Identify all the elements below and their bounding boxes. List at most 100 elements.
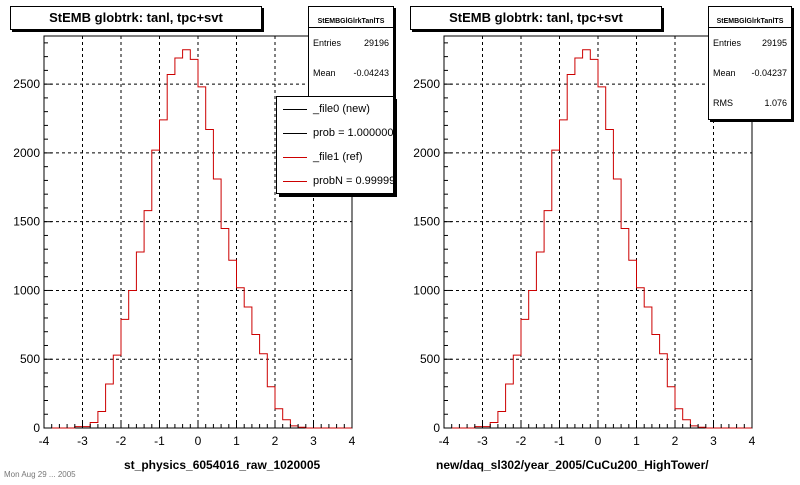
right-bin-bar: [498, 411, 506, 428]
legend-label-file0: _file0 (new): [313, 103, 370, 115]
left-x-tick-label: 3: [310, 434, 317, 448]
left-y-tick-label: 0: [33, 421, 40, 435]
left-bin-bar: [221, 229, 229, 428]
legend-entry-file1: _file1 (ref): [277, 145, 393, 169]
legend-entry-probn: probN = 0.999999: [277, 169, 393, 193]
right-x-tick-label: 3: [710, 434, 717, 448]
right-y-tick-label: 1000: [413, 283, 440, 297]
right-bin-bar: [590, 59, 598, 428]
right-bin-bar: [621, 229, 629, 428]
right-bin-bar: [529, 290, 537, 428]
left-y-tick-label: 1500: [13, 215, 40, 229]
right-x-tick-label: -4: [439, 434, 450, 448]
left-bin-bar: [267, 387, 275, 428]
right-bin-bar: [629, 260, 637, 428]
left-bin-bar: [106, 384, 114, 428]
right-bin-bar: [598, 87, 606, 428]
right-y-tick-label: 2000: [413, 146, 440, 160]
left-x-axis-title: st_physics_6054016_raw_1020005: [124, 458, 321, 472]
right-stats-entries-label: Entries: [713, 38, 742, 48]
left-bin-bar: [113, 355, 121, 428]
left-bin-bar: [183, 50, 191, 428]
left-bin-bar: [129, 290, 137, 428]
left-bin-bar: [160, 120, 168, 428]
right-x-tick-label: 4: [749, 434, 756, 448]
right-x-tick-label: -2: [516, 434, 527, 448]
left-x-tick-label: 2: [272, 434, 279, 448]
right-stats-rms-row: RMS 1.076: [709, 88, 791, 118]
left-bin-bar: [152, 150, 160, 428]
left-y-tick-label: 2000: [13, 146, 40, 160]
right-bin-bar: [644, 307, 652, 428]
left-bin-bar: [90, 422, 98, 428]
left-stats-mean-row: Mean -0.04243: [309, 58, 393, 88]
right-bin-bar: [637, 288, 645, 428]
right-stats-box: StEMBGlGlrkTanlTS Entries 29195 Mean -0.…: [708, 6, 792, 120]
legend-box: _file0 (new) prob = 1.000000 _file1 (ref…: [276, 96, 394, 194]
right-bin-bar: [490, 422, 498, 428]
right-x-tick-label: -1: [554, 434, 565, 448]
left-x-tick-label: 4: [349, 434, 356, 448]
right-bin-bar: [552, 150, 560, 428]
right-bin-bar: [613, 179, 621, 428]
left-y-tick-label: 2500: [13, 77, 40, 91]
left-bin-bar: [290, 426, 298, 428]
left-bin-bar: [144, 211, 152, 428]
left-bin-bar: [260, 354, 268, 428]
left-bin-bar: [298, 427, 306, 428]
left-stats-mean-value: -0.04243: [353, 68, 389, 78]
right-bin-bar: [606, 130, 614, 428]
left-stats-title: StEMBGlGlrkTanlTS: [309, 7, 393, 28]
right-stats-rms-label: RMS: [713, 98, 733, 108]
left-bin-bar: [136, 252, 144, 428]
right-bin-bar: [652, 334, 660, 428]
legend-entry-prob: prob = 1.000000: [277, 121, 393, 145]
right-histogram-pad: -4 -3 -2 -1 0 1 2 3 4 0 500 1000 1500 2000 2500 StEMB …: [400, 0, 800, 480]
right-stats-title: StEMBGlGlrkTanlTS: [709, 7, 791, 28]
right-stats-mean-label: Mean: [713, 68, 736, 78]
left-x-tick-label: -2: [116, 434, 127, 448]
right-x-tick-label: 2: [672, 434, 679, 448]
left-bin-bar: [252, 334, 260, 428]
left-bin-bar: [206, 130, 214, 428]
right-bin-bar: [667, 387, 675, 428]
left-stats-entries-label: Entries: [313, 38, 342, 48]
right-y-tick-label: 500: [420, 352, 440, 366]
left-bin-bar: [237, 288, 245, 428]
left-bin-bar: [213, 179, 221, 428]
right-stats-entries-value: 29195: [761, 38, 787, 48]
legend-label-prob: prob = 1.000000: [313, 127, 394, 139]
left-stats-entries-row: Entries 29196: [309, 28, 393, 58]
right-x-tick-label: -3: [477, 434, 488, 448]
right-bin-bar: [544, 211, 552, 428]
right-chart-title: StEMB globtrk: tanl, tpc+svt: [410, 6, 662, 30]
right-bin-bar: [690, 426, 698, 428]
left-bin-bar: [283, 420, 291, 428]
left-stats-box: StEMBGlGlrkTanlTS Entries 29196 Mean -0.…: [308, 6, 394, 100]
right-stats-mean-row: Mean -0.04237: [709, 58, 791, 88]
left-stats-mean-label: Mean: [313, 68, 336, 78]
left-x-tick-label: 0: [195, 434, 202, 448]
right-bin-bar: [506, 384, 514, 428]
left-bin-bar: [121, 319, 129, 428]
left-x-tick-label: -3: [77, 434, 88, 448]
left-bin-bar: [190, 59, 198, 428]
right-bin-bar: [521, 319, 529, 428]
left-y-tick-label: 1000: [13, 283, 40, 297]
right-x-tick-label: 1: [633, 434, 640, 448]
right-stats-entries-row: Entries 29195: [709, 28, 791, 58]
left-bin-bar: [175, 58, 183, 428]
right-y-tick-label: 1500: [413, 215, 440, 229]
right-bin-bar: [567, 75, 575, 428]
right-bin-bar: [536, 252, 544, 428]
left-bin-bar: [198, 87, 206, 428]
right-y-tick-label: 2500: [413, 77, 440, 91]
right-stats-mean-value: -0.04237: [751, 68, 787, 78]
right-bin-bar: [583, 50, 591, 428]
right-bin-bar: [698, 427, 706, 428]
left-bin-bar: [275, 409, 283, 428]
right-bin-bar: [660, 354, 668, 428]
left-x-tick-label: -4: [39, 434, 50, 448]
right-bin-bar: [560, 120, 568, 428]
right-bin-bar: [675, 409, 683, 428]
